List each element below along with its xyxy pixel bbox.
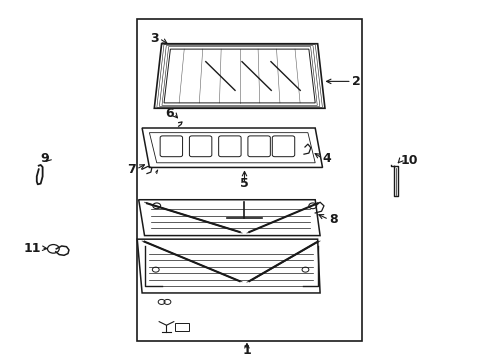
FancyBboxPatch shape <box>189 136 211 157</box>
Polygon shape <box>142 128 322 167</box>
Text: 3: 3 <box>150 32 159 45</box>
FancyBboxPatch shape <box>272 136 294 157</box>
Polygon shape <box>154 44 325 108</box>
Text: 4: 4 <box>322 152 330 165</box>
Text: 5: 5 <box>240 177 248 190</box>
FancyBboxPatch shape <box>247 136 270 157</box>
Polygon shape <box>137 239 320 293</box>
Bar <box>137 19 361 341</box>
Text: 1: 1 <box>242 344 251 357</box>
Bar <box>175 323 188 330</box>
Text: 8: 8 <box>328 213 337 226</box>
Text: 11: 11 <box>23 242 41 255</box>
Polygon shape <box>139 200 320 235</box>
Text: 6: 6 <box>165 107 173 120</box>
Text: 9: 9 <box>41 152 49 165</box>
Text: 7: 7 <box>127 163 136 176</box>
Text: 10: 10 <box>400 154 417 167</box>
FancyBboxPatch shape <box>160 136 182 157</box>
Text: 2: 2 <box>351 75 360 88</box>
FancyBboxPatch shape <box>218 136 241 157</box>
